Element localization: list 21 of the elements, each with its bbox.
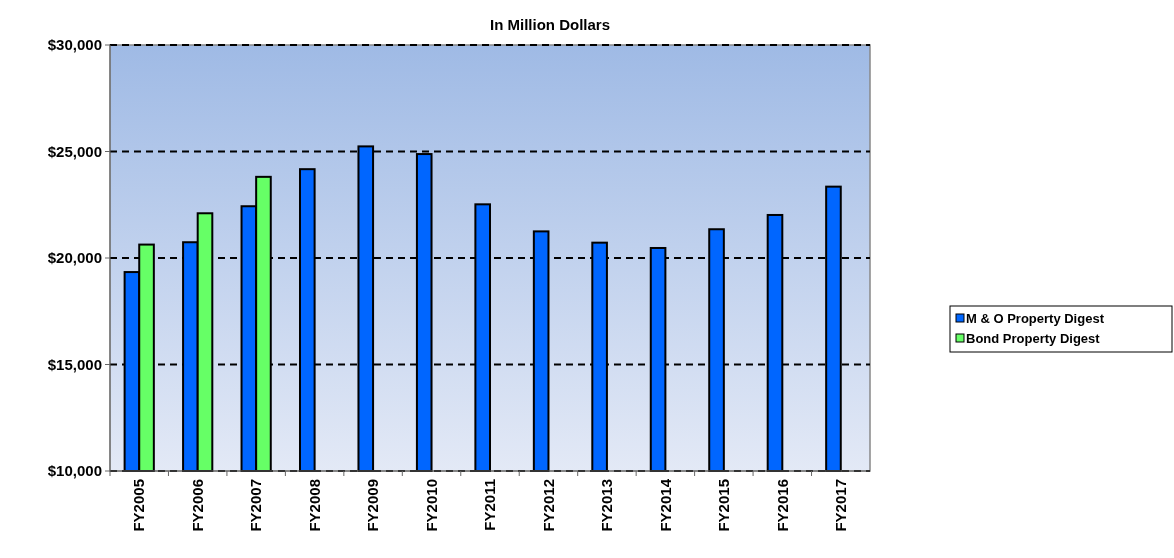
y-tick-label: $20,000: [47, 249, 102, 267]
x-tick-label: FY2017: [832, 479, 850, 532]
legend-label: M & O Property Digest: [966, 310, 1105, 326]
y-tick-label: $30,000: [47, 36, 102, 54]
x-tick-label: FY2012: [539, 479, 557, 532]
x-tick-label: FY2010: [422, 479, 440, 532]
y-tick-label: $15,000: [47, 355, 102, 373]
legend-label: Bond Property Digest: [966, 330, 1101, 346]
x-tick-label: FY2015: [715, 479, 733, 532]
chart-title: In Million Dollars: [489, 16, 611, 33]
x-tick-label: FY2016: [773, 479, 791, 532]
x-tick-label: FY2007: [247, 479, 265, 532]
x-tick-label: FY2006: [188, 479, 206, 532]
x-tick-label: FY2013: [598, 479, 616, 532]
y-tick-label: $25,000: [47, 142, 102, 160]
x-tick-label: FY2011: [481, 479, 499, 531]
x-tick-label: FY2008: [305, 479, 323, 532]
x-tick-label: FY2009: [364, 479, 382, 532]
x-tick-label: FY2014: [656, 478, 674, 532]
y-tick-label: $10,000: [47, 462, 102, 480]
x-tick-label: FY2005: [130, 479, 148, 532]
